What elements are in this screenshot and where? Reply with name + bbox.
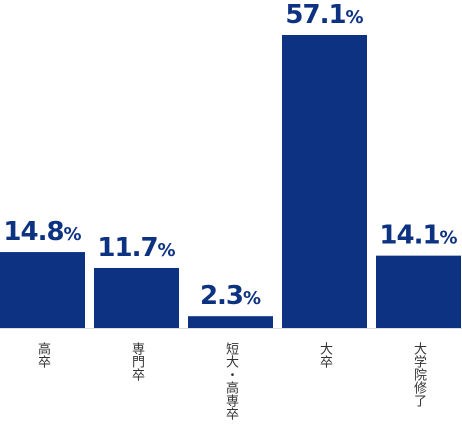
bar	[0, 252, 85, 328]
value-label: 57.1%	[285, 0, 363, 30]
value-label: 11.7%	[97, 233, 175, 263]
bar	[94, 267, 179, 328]
category-label: 大卒	[317, 342, 333, 368]
value-label: 14.1%	[379, 221, 457, 251]
value-label: 2.3%	[200, 281, 261, 311]
category-label: 専門卒	[129, 342, 145, 381]
category-label: 高卒	[35, 341, 51, 368]
value-label: 14.8%	[3, 217, 81, 247]
bar	[188, 316, 273, 328]
bar	[376, 255, 461, 328]
category-label: 短大・高専卒	[223, 342, 239, 420]
bar	[282, 35, 367, 328]
category-label: 大学院修了	[411, 342, 427, 407]
